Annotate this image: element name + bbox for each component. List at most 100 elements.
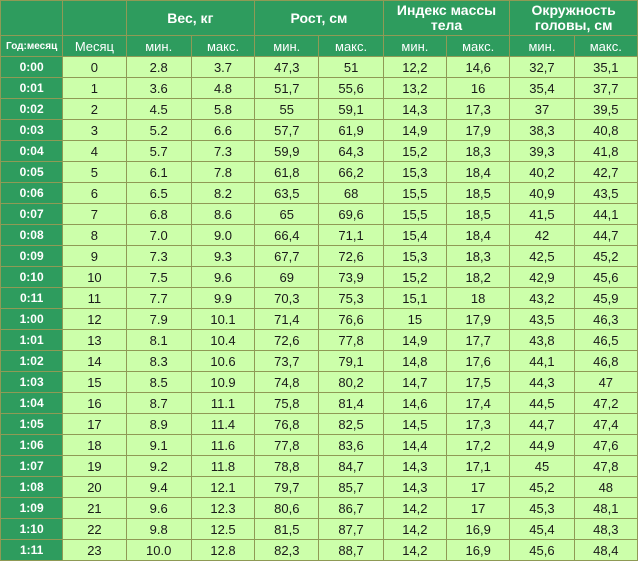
month-cell: 18 [62, 434, 127, 456]
weight-max-cell: 7.3 [190, 140, 256, 162]
height-max-cell: 85,7 [318, 476, 384, 498]
height-max-cell: 69,6 [318, 203, 384, 225]
weight-max-cell: 10.1 [190, 308, 256, 330]
age-cell: 1:03 [0, 371, 64, 393]
bmi-max-cell: 17,3 [446, 98, 511, 120]
table-row: 1:05 17 8.9 11.4 76,8 82,5 14,5 17,3 44,7 47,4 [0, 413, 638, 435]
height-max-cell: 77,8 [318, 329, 384, 351]
age-cell: 1:00 [0, 308, 64, 330]
month-cell: 1 [62, 77, 127, 99]
weight-max-cell: 10.9 [190, 371, 256, 393]
sub-header-row: Год:месяц Месяц мин. макс. мин. макс. ми… [0, 35, 638, 57]
height-min-cell: 79,7 [254, 476, 320, 498]
circ-max-cell: 39,5 [573, 98, 638, 120]
bmi-max-cell: 17,2 [446, 434, 511, 456]
age-cell: 0:11 [0, 287, 64, 309]
age-cell: 0:00 [0, 56, 64, 78]
month-cell: 11 [62, 287, 127, 309]
circ-min-cell: 42,5 [509, 245, 575, 267]
bmi-min-cell: 15,4 [382, 224, 448, 246]
age-cell: 0:02 [0, 98, 64, 120]
month-cell: 17 [62, 413, 127, 435]
age-cell: 0:06 [0, 182, 64, 204]
bmi-min-cell: 15,2 [382, 140, 448, 162]
circ-min-cell: 43,8 [509, 329, 575, 351]
bmi-max-cell: 18,5 [446, 182, 511, 204]
bmi-max-cell: 18,2 [446, 266, 511, 288]
bmi-min-cell: 15,5 [382, 182, 448, 204]
weight-min-cell: 5.2 [125, 119, 192, 141]
circ-min-cell: 41,5 [509, 203, 575, 225]
age-cell: 1:09 [0, 497, 64, 519]
bmi-min-cell: 15,1 [382, 287, 448, 309]
circ-min-cell: 43,5 [509, 308, 575, 330]
height-min-cell: 66,4 [254, 224, 320, 246]
circ-max-cell: 44,1 [573, 203, 638, 225]
circ-max-cell: 48 [573, 476, 638, 498]
circ-max-cell: 47 [573, 371, 638, 393]
height-max-cell: 61,9 [318, 119, 384, 141]
header-head-circumference: Окружность головы, см [509, 0, 638, 36]
weight-min-cell: 6.5 [125, 182, 192, 204]
header-height-min: мин. [254, 35, 320, 57]
age-cell: 1:01 [0, 329, 64, 351]
table-row: 1:11 23 10.0 12.8 82,3 88,7 14,2 16,9 45,6 48,4 [0, 539, 638, 561]
circ-min-cell: 44,9 [509, 434, 575, 456]
weight-min-cell: 10.0 [125, 539, 192, 561]
month-cell: 16 [62, 392, 127, 414]
month-cell: 7 [62, 203, 127, 225]
month-cell: 20 [62, 476, 127, 498]
bmi-min-cell: 15 [382, 308, 448, 330]
month-cell: 10 [62, 266, 127, 288]
bmi-min-cell: 14,2 [382, 518, 448, 540]
height-max-cell: 73,9 [318, 266, 384, 288]
weight-max-cell: 5.8 [190, 98, 256, 120]
table-row: 0:09 9 7.3 9.3 67,7 72,6 15,3 18,3 42,5 45,2 [0, 245, 638, 267]
bmi-min-cell: 14,5 [382, 413, 448, 435]
month-cell: 14 [62, 350, 127, 372]
circ-min-cell: 38,3 [509, 119, 575, 141]
bmi-min-cell: 14,7 [382, 371, 448, 393]
weight-min-cell: 7.9 [125, 308, 192, 330]
bmi-max-cell: 17 [446, 476, 511, 498]
bmi-min-cell: 14,9 [382, 119, 448, 141]
circ-max-cell: 47,4 [573, 413, 638, 435]
age-cell: 0:03 [0, 119, 64, 141]
age-cell: 1:07 [0, 455, 64, 477]
weight-min-cell: 8.9 [125, 413, 192, 435]
height-min-cell: 76,8 [254, 413, 320, 435]
height-min-cell: 78,8 [254, 455, 320, 477]
height-min-cell: 51,7 [254, 77, 320, 99]
weight-max-cell: 8.6 [190, 203, 256, 225]
age-cell: 1:11 [0, 539, 64, 561]
circ-max-cell: 45,2 [573, 245, 638, 267]
height-max-cell: 75,3 [318, 287, 384, 309]
circ-max-cell: 47,2 [573, 392, 638, 414]
height-max-cell: 87,7 [318, 518, 384, 540]
weight-max-cell: 12.5 [190, 518, 256, 540]
table-row: 0:07 7 6.8 8.6 65 69,6 15,5 18,5 41,5 44,1 [0, 203, 638, 225]
height-min-cell: 71,4 [254, 308, 320, 330]
corner-cell-month [62, 0, 127, 36]
height-max-cell: 86,7 [318, 497, 384, 519]
weight-min-cell: 5.7 [125, 140, 192, 162]
height-min-cell: 80,6 [254, 497, 320, 519]
bmi-max-cell: 17,1 [446, 455, 511, 477]
month-cell: 5 [62, 161, 127, 183]
bmi-max-cell: 17,4 [446, 392, 511, 414]
height-min-cell: 82,3 [254, 539, 320, 561]
month-cell: 4 [62, 140, 127, 162]
weight-min-cell: 7.7 [125, 287, 192, 309]
age-cell: 1:06 [0, 434, 64, 456]
bmi-min-cell: 14,3 [382, 98, 448, 120]
weight-max-cell: 11.4 [190, 413, 256, 435]
month-cell: 15 [62, 371, 127, 393]
height-min-cell: 61,8 [254, 161, 320, 183]
month-cell: 22 [62, 518, 127, 540]
height-max-cell: 59,1 [318, 98, 384, 120]
height-min-cell: 73,7 [254, 350, 320, 372]
height-max-cell: 71,1 [318, 224, 384, 246]
table-row: 1:08 20 9.4 12.1 79,7 85,7 14,3 17 45,2 48 [0, 476, 638, 498]
weight-max-cell: 12.3 [190, 497, 256, 519]
circ-max-cell: 43,5 [573, 182, 638, 204]
